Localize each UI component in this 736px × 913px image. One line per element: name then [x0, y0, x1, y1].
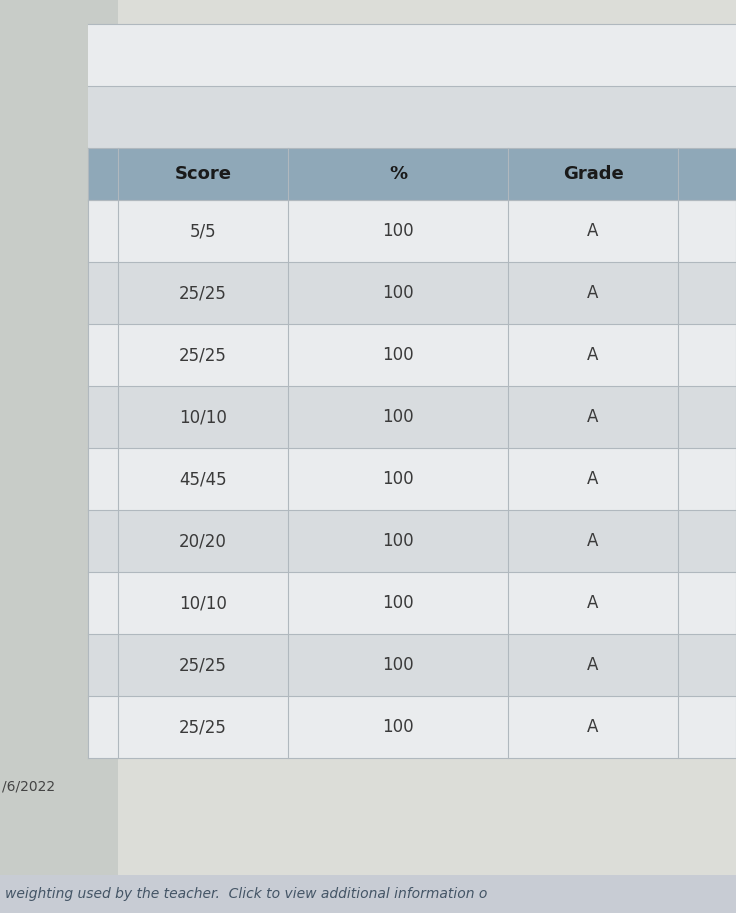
Text: 25/25: 25/25 [179, 284, 227, 302]
Text: 20/20: 20/20 [179, 532, 227, 550]
Text: 25/25: 25/25 [179, 656, 227, 674]
Text: 25/25: 25/25 [179, 346, 227, 364]
Text: /6/2022: /6/2022 [2, 780, 55, 794]
Text: A: A [587, 346, 598, 364]
Text: 100: 100 [382, 532, 414, 550]
Bar [88, 86, 736, 148]
Text: A: A [587, 408, 598, 426]
Bar [88, 386, 736, 448]
Text: A: A [587, 718, 598, 736]
Text: Grade: Grade [562, 165, 623, 183]
Bar [88, 696, 736, 758]
Text: weighting used by the teacher.  Click to view additional information o: weighting used by the teacher. Click to … [5, 887, 487, 901]
Bar [88, 148, 736, 200]
Bar [88, 324, 736, 386]
Bar [88, 200, 736, 262]
Text: A: A [587, 656, 598, 674]
Bar [88, 510, 736, 572]
Text: 100: 100 [382, 656, 414, 674]
Text: 100: 100 [382, 718, 414, 736]
Text: 100: 100 [382, 470, 414, 488]
Bar [88, 572, 736, 634]
Text: 100: 100 [382, 594, 414, 612]
Text: 100: 100 [382, 408, 414, 426]
Text: 25/25: 25/25 [179, 718, 227, 736]
Text: 100: 100 [382, 222, 414, 240]
Text: %: % [389, 165, 407, 183]
Bar [0, 0, 118, 913]
Text: A: A [587, 532, 598, 550]
Text: 10/10: 10/10 [179, 594, 227, 612]
Bar [118, 0, 736, 913]
Text: 5/5: 5/5 [190, 222, 216, 240]
Text: A: A [587, 222, 598, 240]
Bar [88, 24, 736, 86]
Bar [88, 262, 736, 324]
Text: Score: Score [174, 165, 232, 183]
Text: A: A [587, 594, 598, 612]
Text: A: A [587, 470, 598, 488]
Bar [88, 634, 736, 696]
Text: 45/45: 45/45 [179, 470, 227, 488]
Text: 10/10: 10/10 [179, 408, 227, 426]
Text: 100: 100 [382, 346, 414, 364]
Bar [88, 448, 736, 510]
Text: 100: 100 [382, 284, 414, 302]
Text: A: A [587, 284, 598, 302]
Bar [0, 875, 736, 913]
